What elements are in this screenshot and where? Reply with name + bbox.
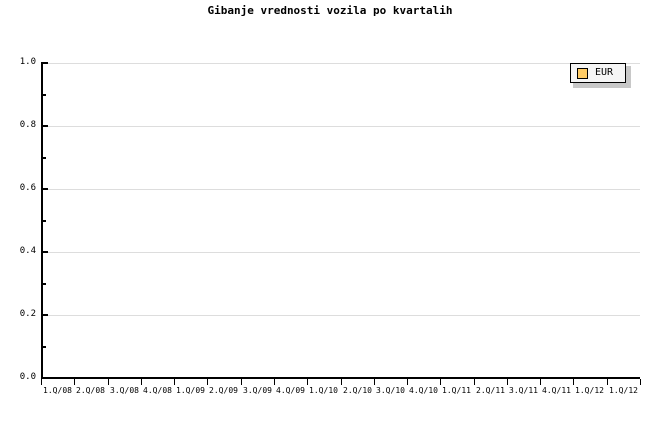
x-axis-tick-label: 3.Q/08 <box>110 386 139 395</box>
x-axis-tick-label: 2.Q/09 <box>209 386 238 395</box>
y-axis-tick-labels: 0.0 0.2 0.4 0.6 0.8 1.0 <box>0 0 36 440</box>
x-axis-tick-label: 4.Q/08 <box>143 386 172 395</box>
x-axis-tick-label: 3.Q/09 <box>243 386 272 395</box>
gridline-horizontal <box>41 252 640 253</box>
gridline-horizontal <box>41 63 640 64</box>
x-axis-tick-label: 2.Q/10 <box>343 386 372 395</box>
x-axis-tick <box>607 379 608 385</box>
x-axis-tick <box>341 379 342 385</box>
plot-area <box>41 63 640 379</box>
y-axis-tick-minor <box>41 94 46 96</box>
x-axis-tick-label: 1.Q/12 <box>575 386 604 395</box>
y-axis-tick-minor <box>41 346 46 348</box>
x-axis-tick <box>274 379 275 385</box>
y-axis-tick-label: 0.2 <box>19 309 36 319</box>
y-axis-tick-major <box>41 62 48 64</box>
x-axis-tick-label: 3.Q/11 <box>509 386 538 395</box>
y-axis-tick-label: 0.6 <box>19 183 36 193</box>
legend-label-eur: EUR <box>595 67 614 78</box>
x-axis-tick <box>41 379 42 385</box>
y-axis-tick-major <box>41 377 48 379</box>
x-axis-tick <box>407 379 408 385</box>
x-axis-tick-label: 4.Q/09 <box>276 386 305 395</box>
x-axis-tick-label: 2.Q/08 <box>76 386 105 395</box>
x-axis-tick <box>241 379 242 385</box>
x-axis-tick <box>474 379 475 385</box>
x-axis-tick-label: 1.Q/08 <box>43 386 72 395</box>
gridline-horizontal <box>41 189 640 190</box>
legend-color-swatch-eur <box>577 67 588 79</box>
x-axis-tick-label: 3.Q/10 <box>376 386 405 395</box>
x-axis-tick <box>174 379 175 385</box>
x-axis-tick <box>540 379 541 385</box>
y-axis-tick-major <box>41 251 48 253</box>
x-axis-tick <box>374 379 375 385</box>
x-axis-tick-label: 1.Q/11 <box>442 386 471 395</box>
x-axis-tick <box>141 379 142 385</box>
legend-box[interactable]: EUR <box>570 63 626 83</box>
legend[interactable]: EUR <box>570 63 631 88</box>
x-axis-tick <box>440 379 441 385</box>
y-axis-tick-label: 0.8 <box>19 120 36 130</box>
y-axis-tick-major <box>41 188 48 190</box>
y-axis-tick-minor <box>41 157 46 159</box>
x-axis-tick <box>108 379 109 385</box>
y-axis-tick-major <box>41 314 48 316</box>
y-axis-tick-label: 1.0 <box>19 57 36 67</box>
x-axis-tick-label: 1.Q/10 <box>309 386 338 395</box>
x-axis-tick <box>573 379 574 385</box>
y-axis-tick-label: 0.0 <box>19 372 36 382</box>
gridline-horizontal <box>41 126 640 127</box>
y-axis-tick-minor <box>41 283 46 285</box>
y-axis-tick-minor <box>41 220 46 222</box>
x-axis-tick <box>74 379 75 385</box>
x-axis-tick <box>640 379 641 385</box>
gridline-horizontal <box>41 315 640 316</box>
x-axis-tick-label: 1.Q/12 <box>609 386 638 395</box>
y-axis-tick-major <box>41 125 48 127</box>
x-axis-line <box>41 377 640 379</box>
x-axis-tick <box>307 379 308 385</box>
x-axis-tick <box>507 379 508 385</box>
chart-title: Gibanje vrednosti vozila po kvartalih <box>207 4 453 17</box>
x-axis-tick <box>207 379 208 385</box>
x-axis-tick-label: 2.Q/11 <box>476 386 505 395</box>
x-axis-tick-label: 4.Q/11 <box>542 386 571 395</box>
x-axis-tick-label: 4.Q/10 <box>409 386 438 395</box>
x-axis-tick-label: 1.Q/09 <box>176 386 205 395</box>
y-axis-tick-label: 0.4 <box>19 246 36 256</box>
